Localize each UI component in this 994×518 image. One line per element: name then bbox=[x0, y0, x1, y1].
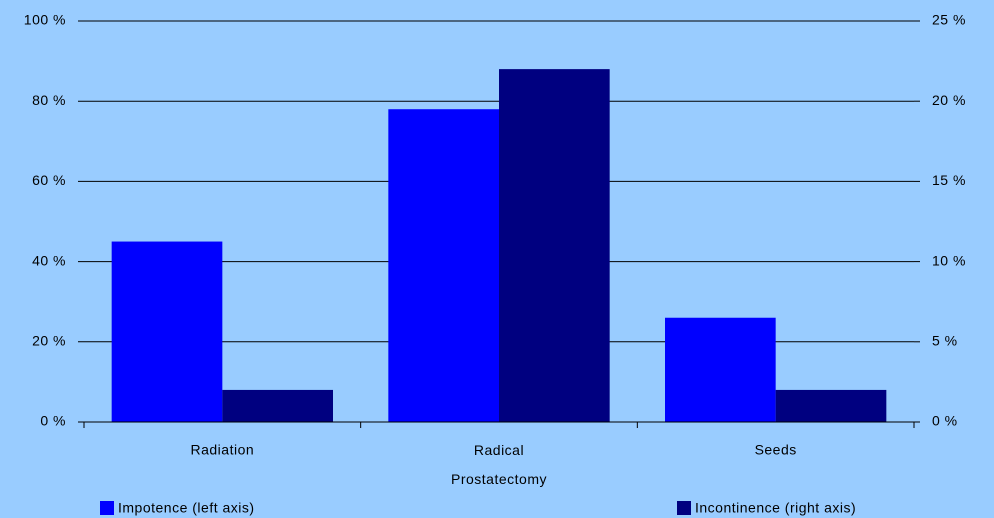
x-tick-label: Seeds bbox=[755, 442, 797, 458]
y2-tick-label: 20 % bbox=[932, 92, 966, 108]
bar bbox=[665, 317, 776, 422]
y-tick-label: 100 % bbox=[24, 12, 66, 28]
y2-tick-label: 10 % bbox=[932, 252, 966, 268]
y-tick-label: 20 % bbox=[32, 333, 66, 349]
legend-swatch bbox=[677, 501, 691, 515]
y-tick-label: 0 % bbox=[40, 413, 66, 429]
bar bbox=[222, 389, 333, 422]
y2-tick-label: 15 % bbox=[932, 172, 966, 188]
legend-label: Impotence (left axis) bbox=[118, 500, 255, 516]
y-tick-label: 80 % bbox=[32, 92, 66, 108]
x-tick-label: Radical Prostatectomy bbox=[451, 442, 547, 487]
y-tick-label: 40 % bbox=[32, 252, 66, 268]
legend-swatch bbox=[100, 501, 114, 515]
y2-tick-label: 5 % bbox=[932, 333, 958, 349]
x-tick-label: Radiation bbox=[191, 442, 255, 458]
bar bbox=[775, 389, 887, 422]
bar bbox=[388, 109, 499, 422]
y-tick-label: 60 % bbox=[32, 172, 66, 188]
bar bbox=[111, 241, 223, 422]
y2-tick-label: 25 % bbox=[932, 12, 966, 28]
legend-label: Incontinence (right axis) bbox=[695, 500, 856, 516]
y2-tick-label: 0 % bbox=[932, 413, 958, 429]
bar bbox=[499, 69, 610, 423]
